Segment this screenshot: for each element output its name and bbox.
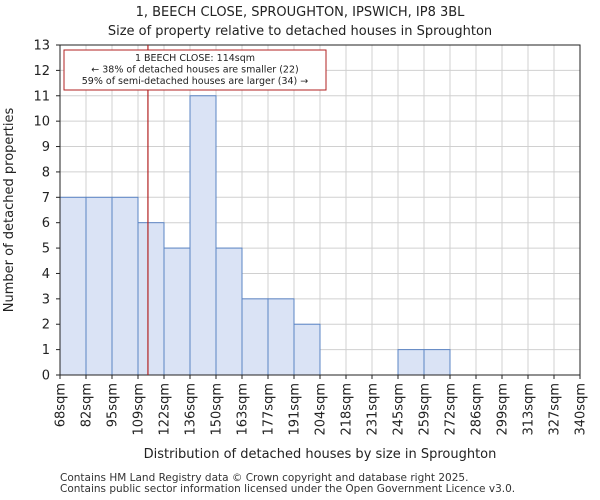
x-tick-label: 177sqm [262,383,277,436]
y-tick-label: 11 [33,89,50,104]
y-tick-label: 12 [33,64,50,79]
y-tick-label: 0 [42,369,50,384]
bar [189,95,217,376]
bar [267,298,295,376]
x-tick-label: 299sqm [496,383,511,436]
y-tick-label: 8 [42,165,50,180]
y-tick-label: 2 [42,318,50,333]
x-tick-label: 109sqm [132,383,147,436]
x-tick-label: 327sqm [548,383,563,436]
annotation-group: 1 BEECH CLOSE: 114sqm← 38% of detached h… [63,49,327,91]
x-tick-label: 245sqm [392,383,407,436]
bar [85,196,113,376]
bar [59,196,87,376]
y-tick-label: 3 [42,292,50,307]
x-tick-label: 82sqm [80,383,95,427]
y-tick-label: 9 [42,140,50,155]
bar [293,323,321,376]
bar [241,298,269,376]
annotation-box [63,49,327,91]
y-tick-label: 6 [42,216,50,231]
x-tick-label: 150sqm [210,383,225,436]
y-tick-label: 7 [42,191,50,206]
bar [397,349,425,376]
y-tick-label: 5 [42,242,50,257]
x-tick-label: 259sqm [418,383,433,436]
bars-group [59,95,451,376]
y-tick-label: 4 [42,267,50,282]
x-tick-label: 95sqm [106,383,121,427]
bar [423,349,451,376]
x-tick-label: 218sqm [340,383,355,436]
x-tick-label: 122sqm [158,383,173,436]
y-tick-label: 1 [42,343,50,358]
x-tick-label: 272sqm [444,383,459,436]
x-tick-label: 286sqm [470,383,485,436]
bar [163,247,191,376]
bar [111,196,139,376]
annotation-line: 1 BEECH CLOSE: 114sqm [135,53,255,64]
x-tick-label: 163sqm [236,383,251,436]
x-tick-label: 191sqm [288,383,303,436]
attribution-line-2: Contains public sector information licen… [60,483,516,495]
x-axis-label: Distribution of detached houses by size … [144,447,497,462]
y-tick-label: 10 [33,115,50,130]
bar [215,247,243,376]
attribution-line-1: Contains HM Land Registry data © Crown c… [60,472,469,484]
bar [137,222,165,376]
y-tick-label: 13 [33,39,50,54]
chart-title: 1, BEECH CLOSE, SPROUGHTON, IPSWICH, IP8… [135,5,465,20]
x-tick-label: 204sqm [314,383,329,436]
annotation-line: 59% of semi-detached houses are larger (… [82,76,309,87]
x-tick-label: 231sqm [366,383,381,436]
y-axis-label: Number of detached properties [2,108,17,313]
x-tick-label: 313sqm [522,383,537,436]
annotation-line: ← 38% of detached houses are smaller (22… [91,65,298,76]
attribution-footer: Contains HM Land Registry data © Crown c… [60,473,515,495]
x-tick-label: 68sqm [54,383,69,427]
x-tick-label: 340sqm [574,383,589,436]
x-tick-label: 136sqm [184,383,199,436]
chart-subtitle: Size of property relative to detached ho… [107,24,493,39]
chart-title-block: 1, BEECH CLOSE, SPROUGHTON, IPSWICH, IP8… [0,3,600,41]
